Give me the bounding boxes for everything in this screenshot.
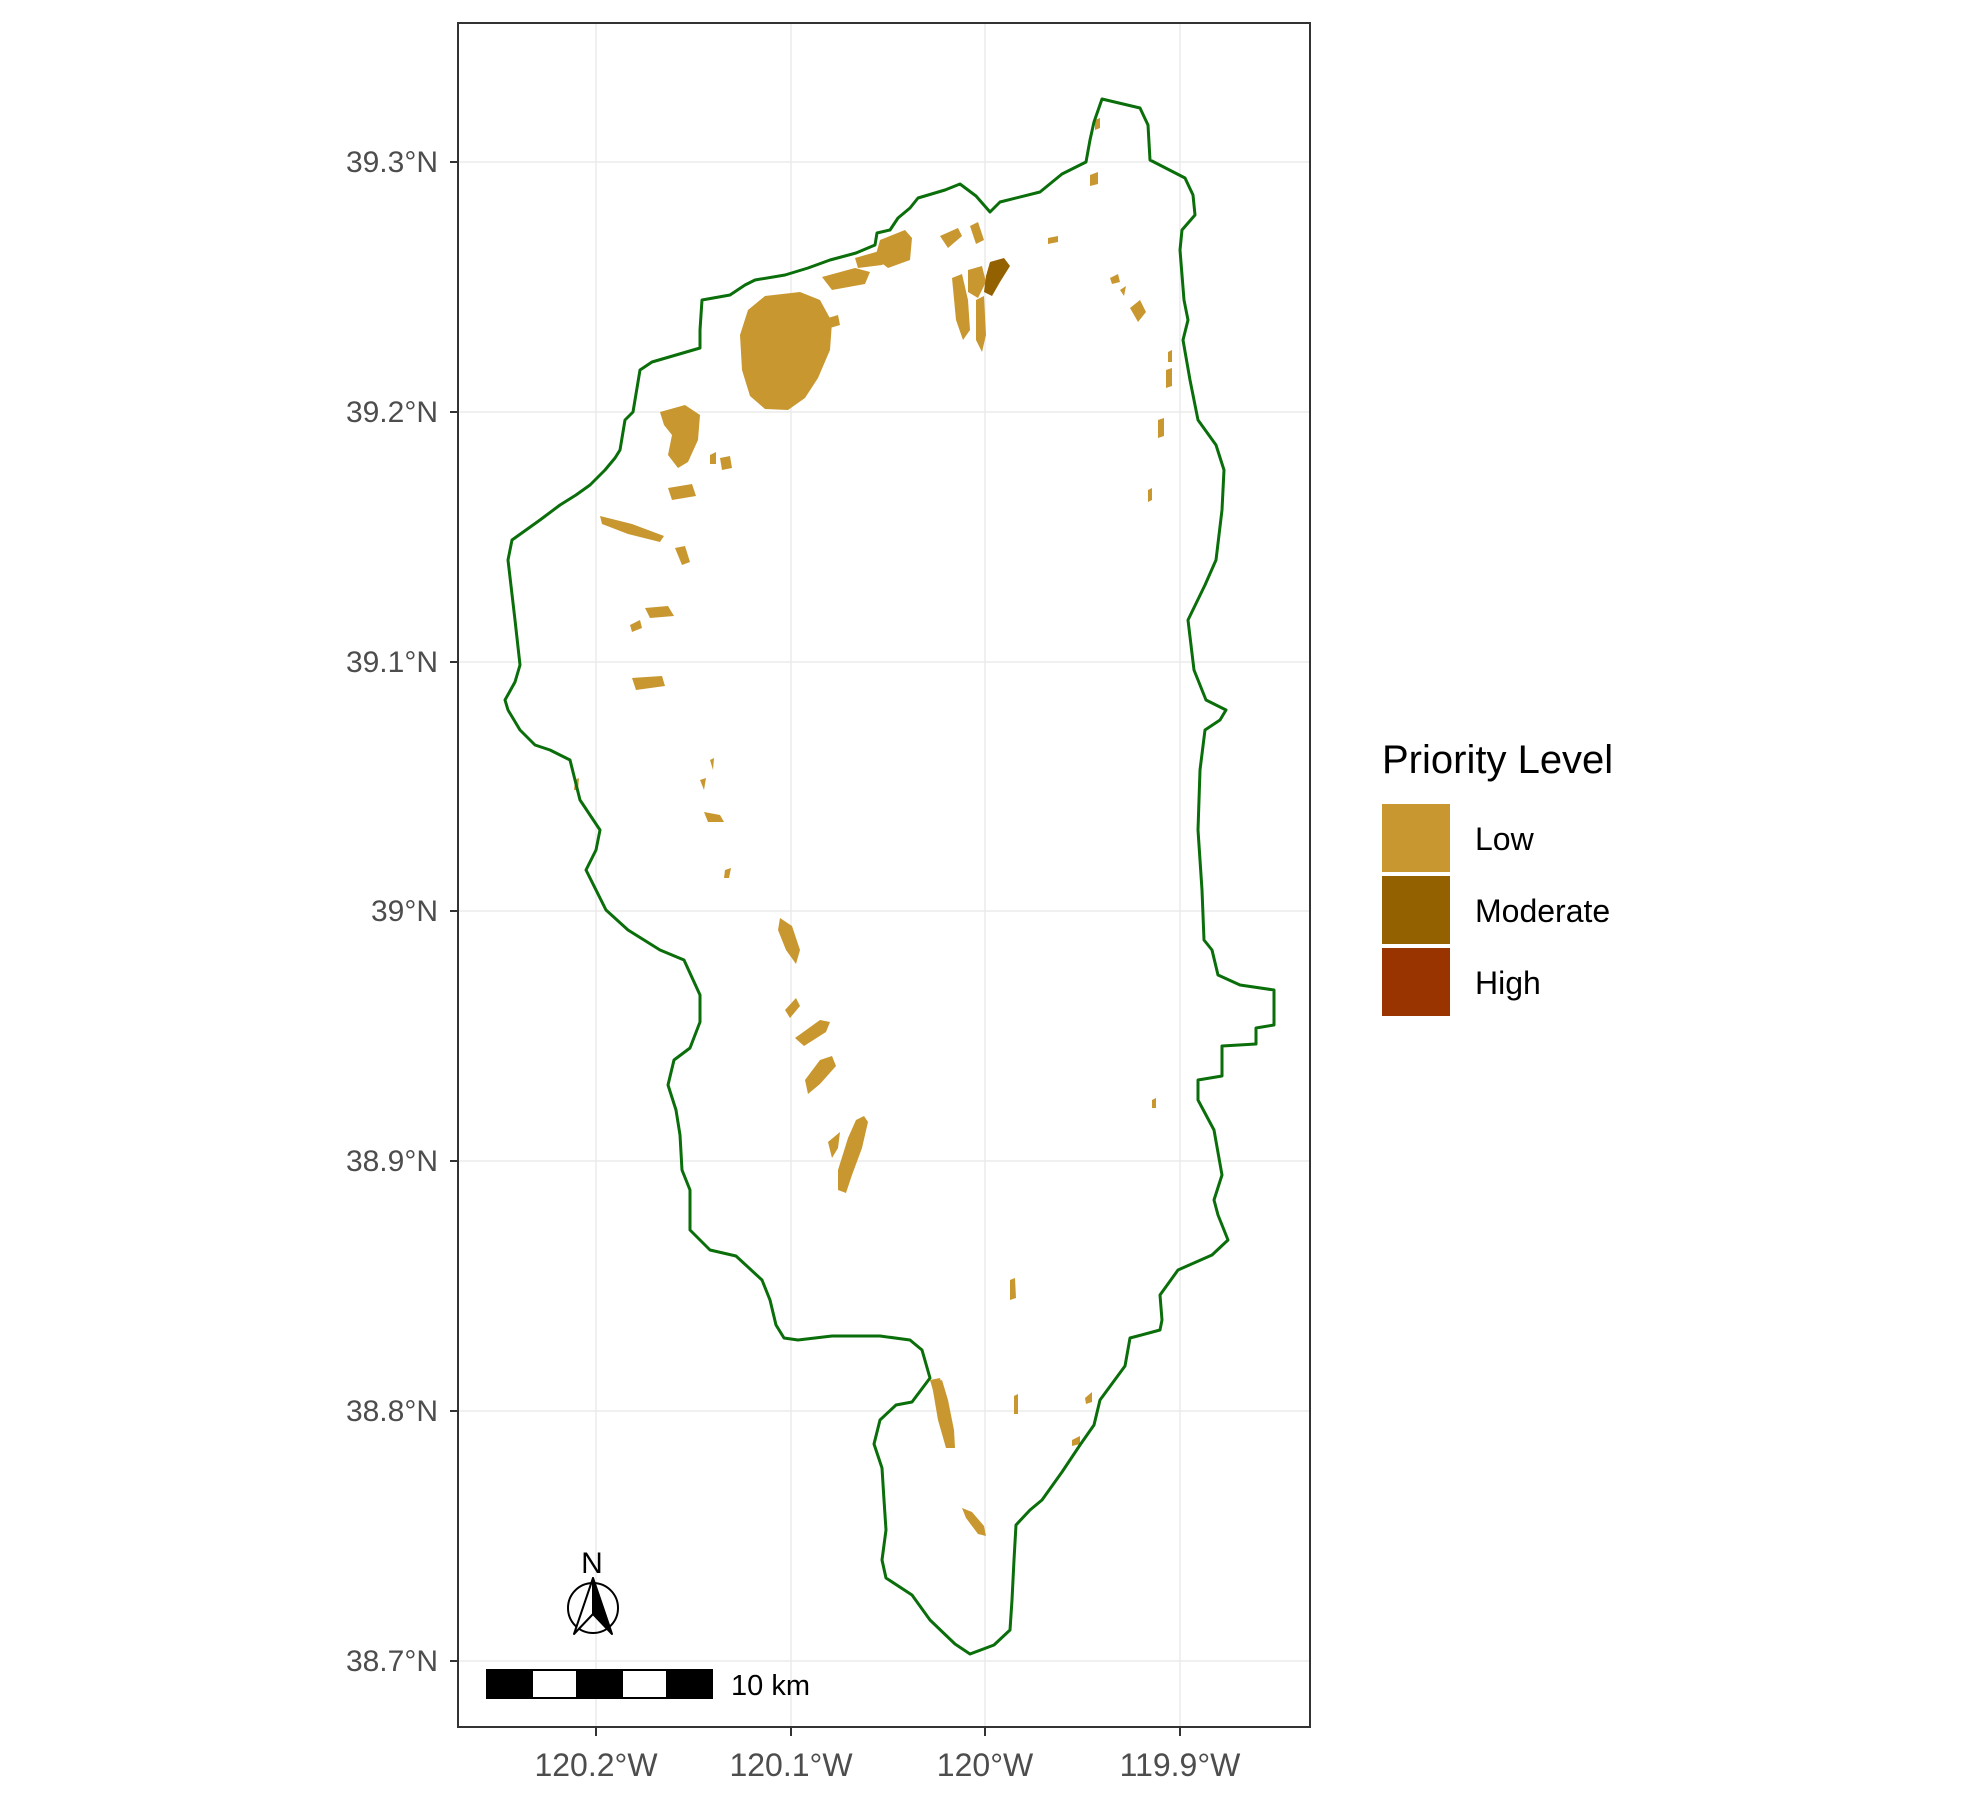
priority-patch-low <box>970 222 984 244</box>
priority-patch-low <box>724 868 731 878</box>
priority-patch-low <box>976 296 986 352</box>
x-axis-labels: 120.2°W 120.1°W 120°W 119.9°W <box>534 1747 1241 1783</box>
priority-patch-low <box>940 228 962 248</box>
north-arrow: N <box>567 1547 619 1635</box>
priority-patch-low <box>600 516 664 542</box>
y-tick-label: 38.7°N <box>346 1645 438 1678</box>
scale-bar-label: 10 km <box>731 1670 810 1702</box>
priority-patch-low <box>710 452 716 464</box>
north-arrow-icon <box>567 1577 619 1635</box>
legend-label-high: High <box>1475 965 1541 1001</box>
priority-patch-low <box>828 315 840 328</box>
legend-label-low: Low <box>1475 821 1535 857</box>
priority-patch-low <box>632 676 665 690</box>
y-tick-label: 39.1°N <box>346 646 438 679</box>
priority-patch-low <box>668 484 696 500</box>
priority-patch-low <box>704 812 724 822</box>
priority-patch-low <box>700 778 706 790</box>
priority-patch-low <box>778 918 800 964</box>
priority-patch-low <box>952 274 970 340</box>
priority-patch-low <box>1168 350 1172 362</box>
priority-patch-low <box>1095 118 1100 130</box>
priority-patch-moderate <box>984 258 1010 296</box>
priority-patch-low <box>1010 1278 1016 1300</box>
north-arrow-label: N <box>581 1547 603 1580</box>
priority-patch-low <box>785 998 800 1018</box>
priority-patches-moderate <box>984 258 1010 296</box>
priority-patch-low <box>1085 1392 1092 1404</box>
priority-patch-low <box>1148 488 1152 502</box>
priority-patch-low <box>962 1508 986 1536</box>
scale-bar: 10 km <box>486 1669 810 1702</box>
priority-patch-low <box>1152 1098 1156 1108</box>
priority-patch-low <box>828 1132 840 1158</box>
y-tick-label: 39.2°N <box>346 396 438 429</box>
x-tick-label: 120.1°W <box>729 1747 853 1783</box>
y-tick-label: 38.8°N <box>346 1395 438 1428</box>
priority-patch-low-large <box>740 292 832 410</box>
priority-patch-low <box>630 620 642 632</box>
priority-patch-low <box>838 1116 868 1193</box>
priority-patch-low <box>822 268 870 290</box>
priority-patch-low <box>1120 286 1126 296</box>
y-axis-ticks <box>450 161 458 1662</box>
priority-patch-low <box>1048 236 1058 244</box>
legend-key-high <box>1382 948 1450 1016</box>
priority-patch-low <box>968 266 986 298</box>
scale-bar-segment <box>666 1669 713 1699</box>
y-tick-label: 39°N <box>371 895 438 928</box>
priority-patch-low <box>675 546 690 565</box>
priority-patch-low <box>1166 368 1172 388</box>
priority-patch-low <box>660 405 700 468</box>
priority-patches-low <box>574 118 1172 1536</box>
scale-bar-segment <box>576 1669 623 1699</box>
legend-key-moderate <box>1382 876 1450 944</box>
priority-patch-low <box>795 1020 830 1046</box>
priority-patch-low <box>1072 1436 1080 1446</box>
priority-patch-low <box>710 758 714 770</box>
priority-patch-low <box>875 230 912 268</box>
priority-patch-low <box>932 1380 955 1448</box>
scale-bar-segment <box>486 1669 533 1699</box>
x-tick-label: 120°W <box>937 1747 1034 1783</box>
priority-patch-low <box>720 456 732 470</box>
priority-patch-low <box>645 606 674 618</box>
x-axis-ticks <box>595 1727 1181 1736</box>
watershed-boundary <box>503 97 1276 1656</box>
legend-label-moderate: Moderate <box>1475 893 1610 929</box>
priority-patch-low <box>1110 274 1120 284</box>
priority-patch-low <box>930 1378 944 1394</box>
y-tick-label: 38.9°N <box>346 1145 438 1178</box>
scale-bar-frame <box>486 1669 713 1699</box>
priority-patch-low <box>1130 300 1146 322</box>
priority-patch-low <box>805 1056 836 1094</box>
priority-patch-low <box>1014 1394 1018 1414</box>
scale-bar-segment <box>531 1669 578 1699</box>
legend-title: Priority Level <box>1382 738 1613 782</box>
priority-patch-low <box>1090 172 1098 186</box>
y-tick-label: 39.3°N <box>346 146 438 179</box>
map-panel <box>458 23 1310 1727</box>
x-tick-label: 119.9°W <box>1120 1747 1242 1783</box>
y-axis-labels: 39.3°N 39.2°N 39.1°N 39°N 38.9°N 38.8°N … <box>346 146 438 1678</box>
priority-patch-low <box>1158 418 1164 438</box>
legend: Priority Level Low Moderate High <box>1382 738 1613 1016</box>
legend-key-low <box>1382 804 1450 872</box>
x-tick-label: 120.2°W <box>534 1747 658 1783</box>
map-panel-border <box>457 22 1311 1728</box>
scale-bar-segment <box>621 1669 668 1699</box>
